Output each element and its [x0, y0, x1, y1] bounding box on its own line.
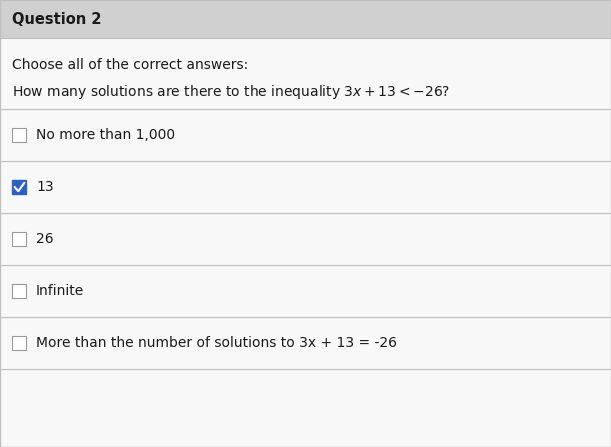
Text: Choose all of the correct answers:: Choose all of the correct answers: — [12, 58, 248, 72]
Text: No more than 1,000: No more than 1,000 — [36, 128, 175, 142]
FancyBboxPatch shape — [0, 0, 611, 38]
Text: Question 2: Question 2 — [12, 12, 101, 26]
FancyBboxPatch shape — [0, 109, 611, 161]
FancyBboxPatch shape — [12, 232, 26, 246]
FancyBboxPatch shape — [0, 317, 611, 369]
Text: How many solutions are there to the inequality $3x + 13 < -26$?: How many solutions are there to the ineq… — [12, 83, 450, 101]
FancyBboxPatch shape — [0, 161, 611, 213]
FancyBboxPatch shape — [0, 38, 611, 447]
FancyBboxPatch shape — [12, 336, 26, 350]
FancyBboxPatch shape — [12, 128, 26, 142]
Text: 26: 26 — [36, 232, 54, 246]
FancyBboxPatch shape — [12, 180, 26, 194]
FancyBboxPatch shape — [0, 265, 611, 317]
FancyBboxPatch shape — [0, 213, 611, 265]
Text: 13: 13 — [36, 180, 54, 194]
Text: More than the number of solutions to 3x + 13 = -26: More than the number of solutions to 3x … — [36, 336, 397, 350]
Text: Infinite: Infinite — [36, 284, 84, 298]
FancyBboxPatch shape — [12, 284, 26, 298]
